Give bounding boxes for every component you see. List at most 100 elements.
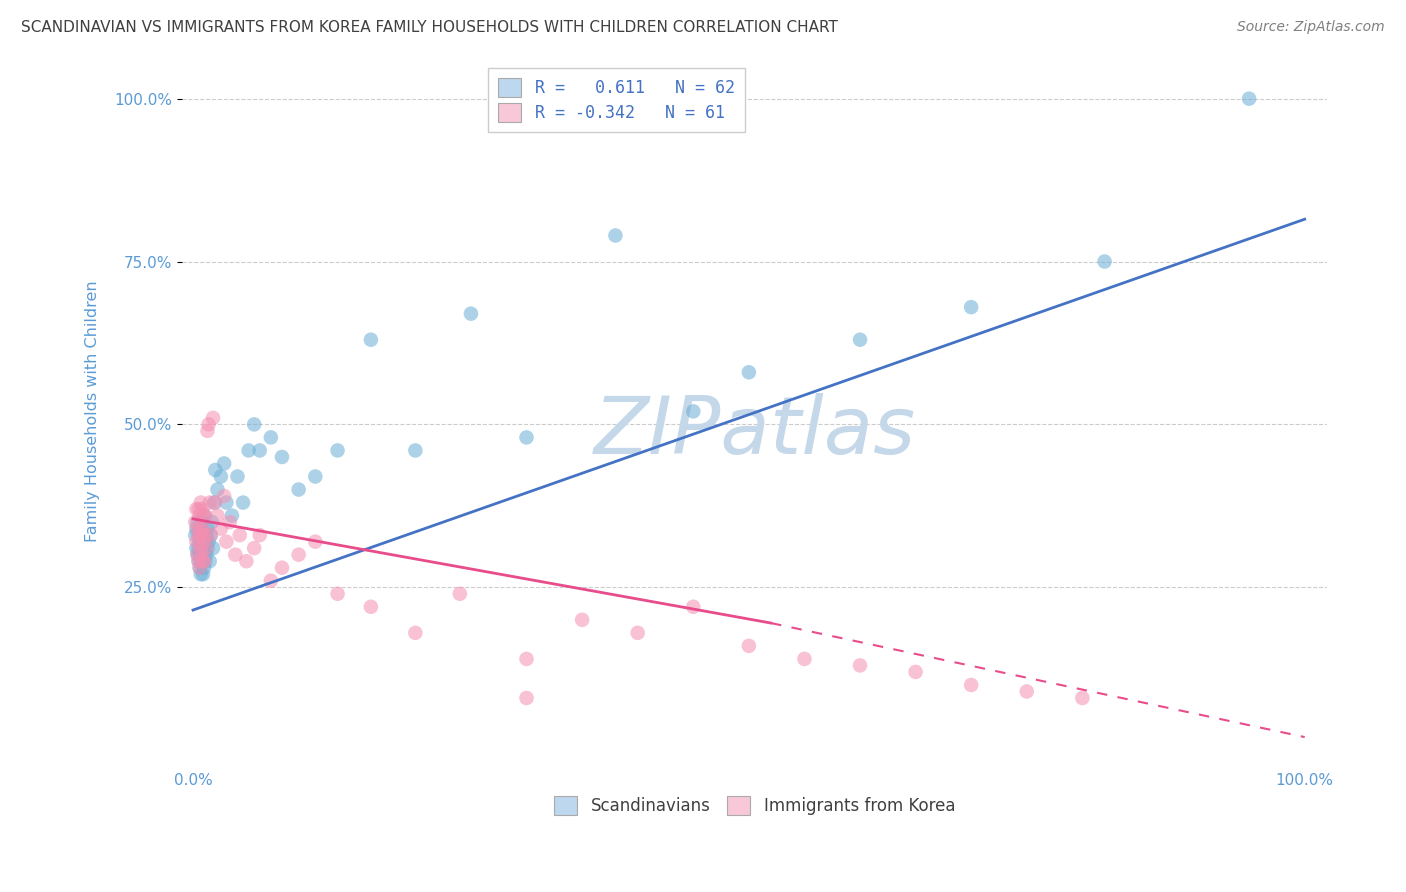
Point [238, 443, 260, 458]
Point [849, 333, 872, 347]
Point [260, 430, 283, 444]
Point [215, 495, 238, 509]
Point [326, 587, 349, 601]
Point [190, 522, 212, 536]
Point [186, 515, 208, 529]
Point [191, 515, 214, 529]
Point [190, 548, 212, 562]
Point [209, 469, 232, 483]
Point [571, 613, 593, 627]
Point [197, 417, 219, 432]
Point [186, 548, 208, 562]
Point [202, 410, 225, 425]
Point [190, 522, 212, 536]
Point [304, 469, 326, 483]
Point [627, 625, 650, 640]
Point [191, 522, 214, 536]
Point [191, 548, 214, 562]
Point [404, 443, 426, 458]
Point [209, 522, 232, 536]
Point [249, 528, 271, 542]
Point [738, 639, 761, 653]
Point [191, 554, 214, 568]
Point [243, 541, 266, 556]
Point [360, 599, 382, 614]
Point [195, 541, 218, 556]
Point [204, 463, 226, 477]
Point [186, 502, 208, 516]
Point [960, 300, 983, 314]
Point [191, 528, 214, 542]
Point [218, 515, 240, 529]
Point [304, 534, 326, 549]
Point [515, 690, 537, 705]
Point [460, 307, 482, 321]
Point [271, 560, 294, 574]
Point [202, 495, 225, 509]
Text: Source: ZipAtlas.com: Source: ZipAtlas.com [1237, 20, 1385, 34]
Point [260, 574, 283, 588]
Point [186, 522, 208, 536]
Point [187, 554, 209, 568]
Point [198, 495, 221, 509]
Point [200, 528, 222, 542]
Point [186, 534, 208, 549]
Point [738, 365, 761, 379]
Point [191, 541, 214, 556]
Point [202, 541, 225, 556]
Point [235, 554, 257, 568]
Point [193, 554, 215, 568]
Point [188, 534, 211, 549]
Point [1237, 92, 1260, 106]
Point [404, 625, 426, 640]
Point [187, 554, 209, 568]
Point [515, 652, 537, 666]
Point [193, 508, 215, 523]
Point [191, 502, 214, 516]
Point [191, 567, 214, 582]
Point [188, 508, 211, 523]
Point [197, 541, 219, 556]
Point [194, 534, 217, 549]
Point [190, 495, 212, 509]
Point [449, 587, 471, 601]
Point [228, 528, 250, 542]
Point [1071, 690, 1094, 705]
Point [193, 534, 215, 549]
Point [326, 443, 349, 458]
Point [194, 508, 217, 523]
Point [271, 450, 294, 464]
Point [287, 548, 309, 562]
Point [186, 541, 208, 556]
Point [187, 541, 209, 556]
Point [194, 528, 217, 542]
Point [188, 534, 211, 549]
Point [221, 508, 243, 523]
Point [207, 483, 229, 497]
Point [360, 333, 382, 347]
Point [1015, 684, 1038, 698]
Point [198, 554, 221, 568]
Point [197, 522, 219, 536]
Point [187, 528, 209, 542]
Point [243, 417, 266, 432]
Point [224, 548, 246, 562]
Point [193, 508, 215, 523]
Point [215, 534, 238, 549]
Legend: Scandinavians, Immigrants from Korea: Scandinavians, Immigrants from Korea [544, 786, 965, 825]
Point [194, 554, 217, 568]
Point [682, 404, 704, 418]
Point [249, 443, 271, 458]
Point [849, 658, 872, 673]
Point [184, 515, 207, 529]
Point [204, 495, 226, 509]
Point [197, 424, 219, 438]
Point [195, 528, 218, 542]
Text: ZIPatlas: ZIPatlas [593, 393, 915, 472]
Point [605, 228, 627, 243]
Point [960, 678, 983, 692]
Point [212, 489, 235, 503]
Point [193, 560, 215, 574]
Point [186, 548, 208, 562]
Point [682, 599, 704, 614]
